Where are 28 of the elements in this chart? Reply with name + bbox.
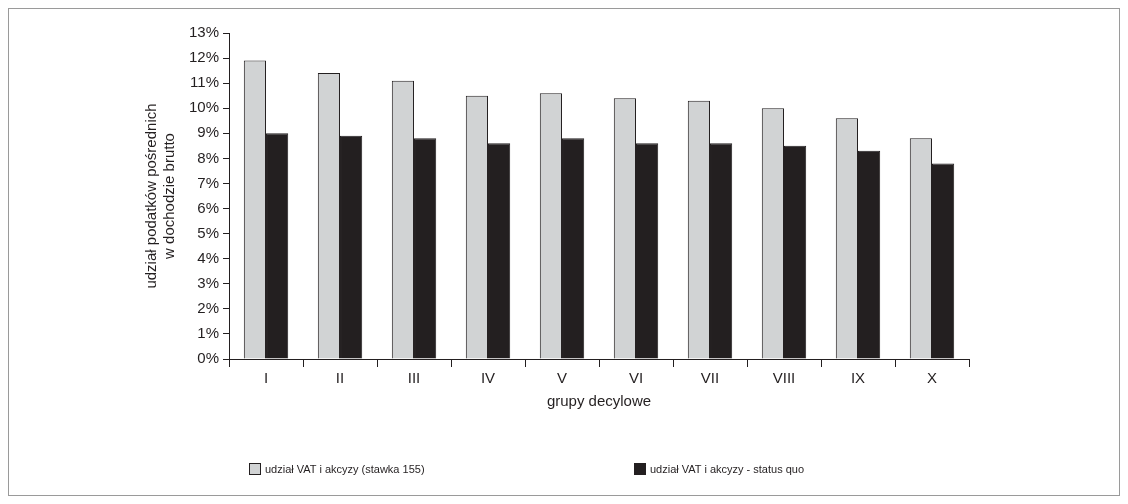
x-tick-label: IX xyxy=(850,369,866,387)
x-tick-label: III xyxy=(407,369,421,387)
y-tick-label: 5% xyxy=(197,223,220,241)
y-tick-label: 12% xyxy=(188,48,220,66)
y-axis-title: udział podatków pośrednich w dochodzie brutto xyxy=(142,103,178,289)
y-tick-label: 4% xyxy=(197,248,220,266)
x-tick-label: IV xyxy=(480,369,496,387)
y-tick-label: 7% xyxy=(197,173,220,191)
x-tick-label: X xyxy=(926,369,938,387)
y-tick-label: 1% xyxy=(197,324,220,342)
y-tick-label: 10% xyxy=(188,98,220,116)
y-tick-label: 3% xyxy=(197,273,220,291)
y-tick-label: 8% xyxy=(197,148,220,166)
x-axis-title: grupy decylowe xyxy=(546,392,652,410)
y-tick-label: 6% xyxy=(197,198,220,216)
y-tick-label: 2% xyxy=(197,298,220,316)
x-tick-label: V xyxy=(557,369,568,387)
x-tick-label: II xyxy=(335,369,345,387)
y-tick-label: 13% xyxy=(188,23,220,41)
x-tick-label: VIII xyxy=(772,369,796,387)
x-tick-label: VII xyxy=(700,369,720,387)
legend-label: udział VAT i akcyzy (stawka 155) xyxy=(265,463,425,475)
y-tick-label: 9% xyxy=(197,123,220,141)
y-tick-label: 11% xyxy=(190,73,220,91)
y-tick-label: 0% xyxy=(197,349,220,367)
x-tick-label: I xyxy=(263,369,269,387)
legend-label: udział VAT i akcyzy - status quo xyxy=(650,463,805,475)
x-tick-label: VI xyxy=(628,369,644,387)
